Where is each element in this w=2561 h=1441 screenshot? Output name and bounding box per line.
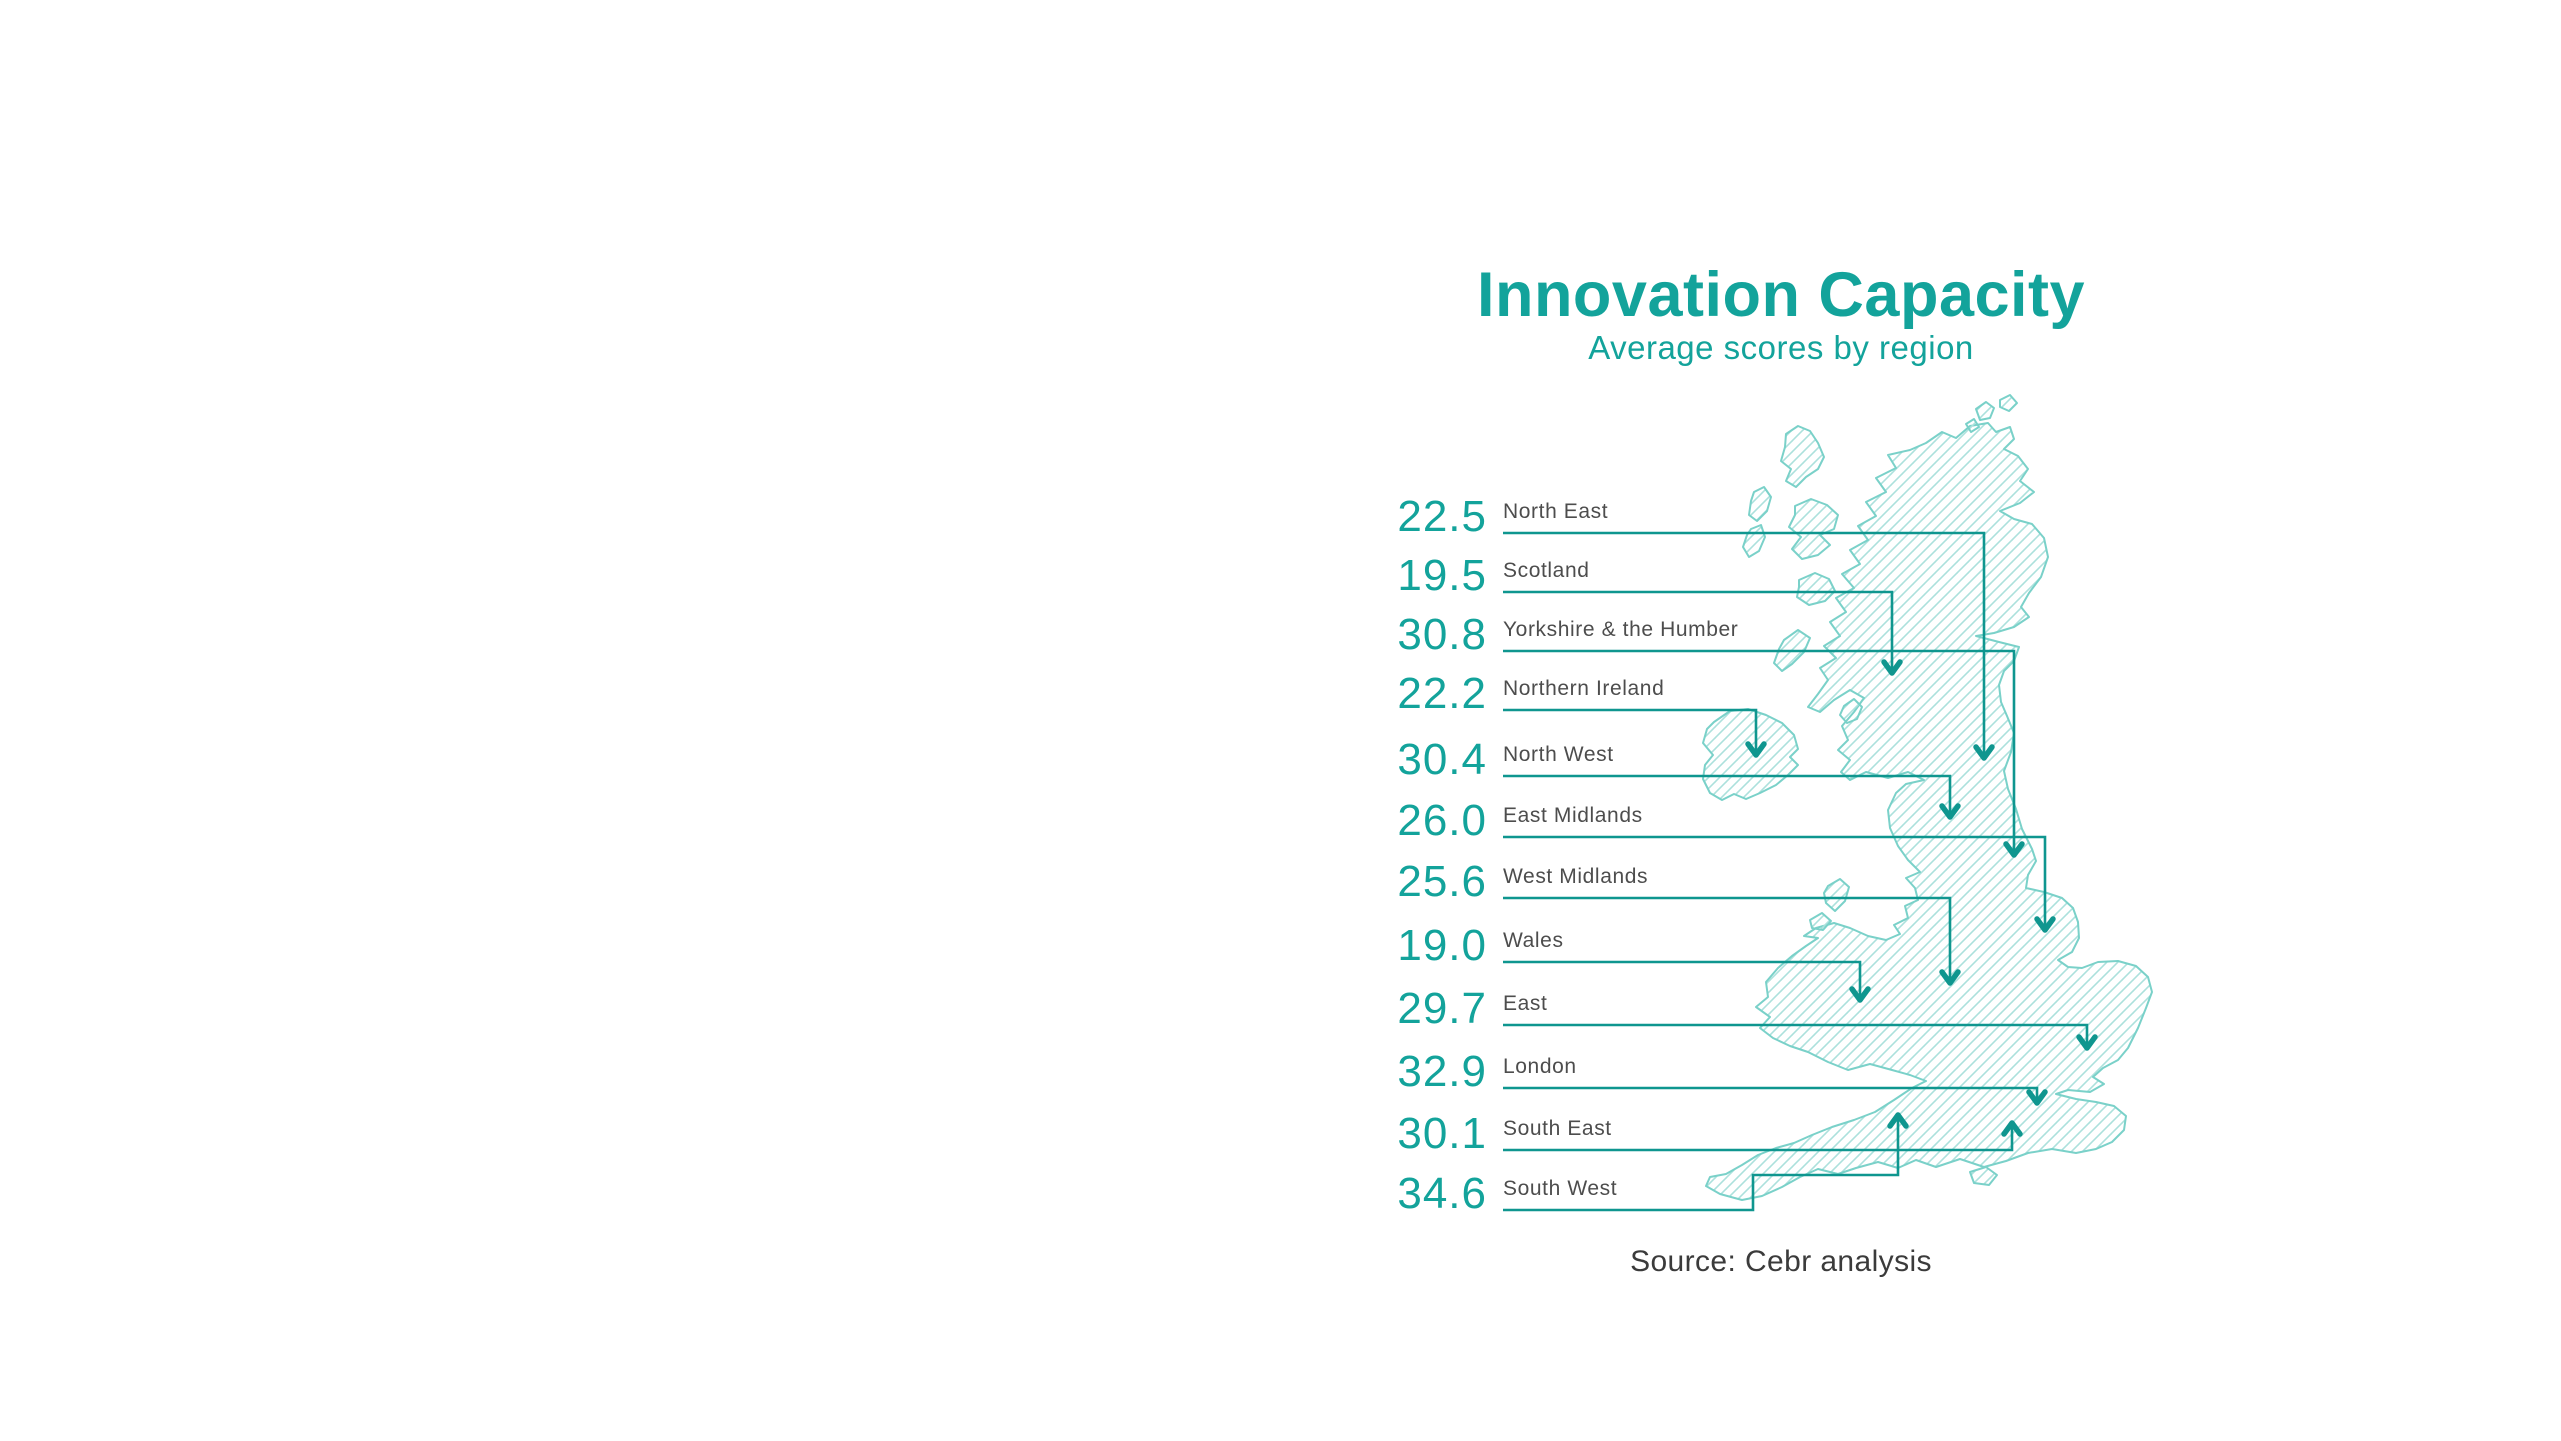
region-score: 22.2	[1397, 669, 1487, 718]
region-connector-line	[1503, 960, 1862, 1000]
region-score: 32.9	[1397, 1047, 1487, 1096]
region-connector-line	[1503, 1115, 1900, 1212]
page-subtitle: Average scores by region	[1588, 329, 1974, 366]
region-label: Northern Ireland	[1503, 677, 1665, 700]
region-label: Yorkshire & the Humber	[1503, 618, 1739, 641]
northern-ireland-outline	[1702, 708, 1799, 801]
region-score: 30.4	[1397, 735, 1487, 784]
arrow-down-icon	[1881, 659, 1903, 676]
region-label: North West	[1503, 743, 1614, 766]
arrow-down-icon	[1939, 969, 1961, 986]
arrow-down-icon	[2003, 841, 2025, 858]
arrow-down-icon	[1939, 803, 1961, 820]
anglesey-island	[1809, 912, 1832, 931]
orkney-island-3	[1965, 418, 1980, 433]
connector-layer	[1503, 531, 2098, 1212]
region-label: Wales	[1503, 929, 1564, 952]
arrow-down-icon	[1849, 986, 1871, 1003]
region-label: Scotland	[1503, 559, 1590, 582]
region-label: South East	[1503, 1117, 1612, 1140]
region-score: 34.6	[1397, 1169, 1487, 1218]
isle-of-lewis	[1780, 425, 1825, 488]
uk-map	[1702, 394, 2153, 1201]
region-label: London	[1503, 1055, 1577, 1078]
region-score: 19.0	[1397, 921, 1487, 970]
uist-island-south	[1742, 524, 1766, 558]
arrow-down-icon	[1745, 741, 1767, 758]
region-label: North East	[1503, 500, 1609, 523]
isle-of-arran	[1839, 698, 1863, 724]
region-connector-line	[1503, 896, 1952, 983]
region-connector-line	[1503, 590, 1894, 673]
region-score: 30.1	[1397, 1109, 1487, 1158]
region-connector-line	[1503, 649, 2016, 855]
orkney-island-1	[1975, 401, 1995, 421]
region-connector-line	[1503, 1023, 2089, 1048]
region-score: 25.6	[1397, 857, 1487, 906]
region-label: East Midlands	[1503, 804, 1643, 827]
region-score: 26.0	[1397, 796, 1487, 845]
uist-island-north	[1748, 486, 1772, 522]
arrow-down-icon	[2034, 916, 2056, 933]
region-connector-line	[1503, 531, 1986, 758]
region-score: 29.7	[1397, 984, 1487, 1033]
isle-of-mull	[1796, 572, 1836, 606]
arrow-up-icon	[1887, 1112, 1909, 1129]
region-connector-line	[1503, 1086, 2039, 1103]
region-score: 22.5	[1397, 492, 1487, 541]
isle-of-wight	[1969, 1166, 1998, 1186]
region-label: East	[1503, 992, 1548, 1015]
page-title: Innovation Capacity	[1476, 260, 2086, 330]
source-note: Source: Cebr analysis	[1630, 1245, 1932, 1278]
region-connector-line	[1503, 1123, 2014, 1152]
orkney-island-2	[1999, 394, 2018, 412]
region-connector-line	[1503, 835, 2047, 930]
great-britain-outline	[1705, 422, 2153, 1201]
title-block: Innovation Capacity Average scores by re…	[1400, 262, 2162, 368]
arrow-up-icon	[2001, 1120, 2023, 1137]
region-connector-line	[1503, 774, 1952, 817]
arrow-down-icon	[2026, 1089, 2048, 1106]
arrow-down-icon	[2076, 1034, 2098, 1051]
region-connector-line	[1503, 708, 1758, 755]
arrow-down-icon	[1973, 744, 1995, 761]
region-score: 30.8	[1397, 610, 1487, 659]
region-label: West Midlands	[1503, 865, 1649, 888]
isle-of-man	[1823, 878, 1850, 912]
region-score: 19.5	[1397, 551, 1487, 600]
isle-of-skye	[1788, 498, 1839, 560]
region-label: South West	[1503, 1177, 1618, 1200]
